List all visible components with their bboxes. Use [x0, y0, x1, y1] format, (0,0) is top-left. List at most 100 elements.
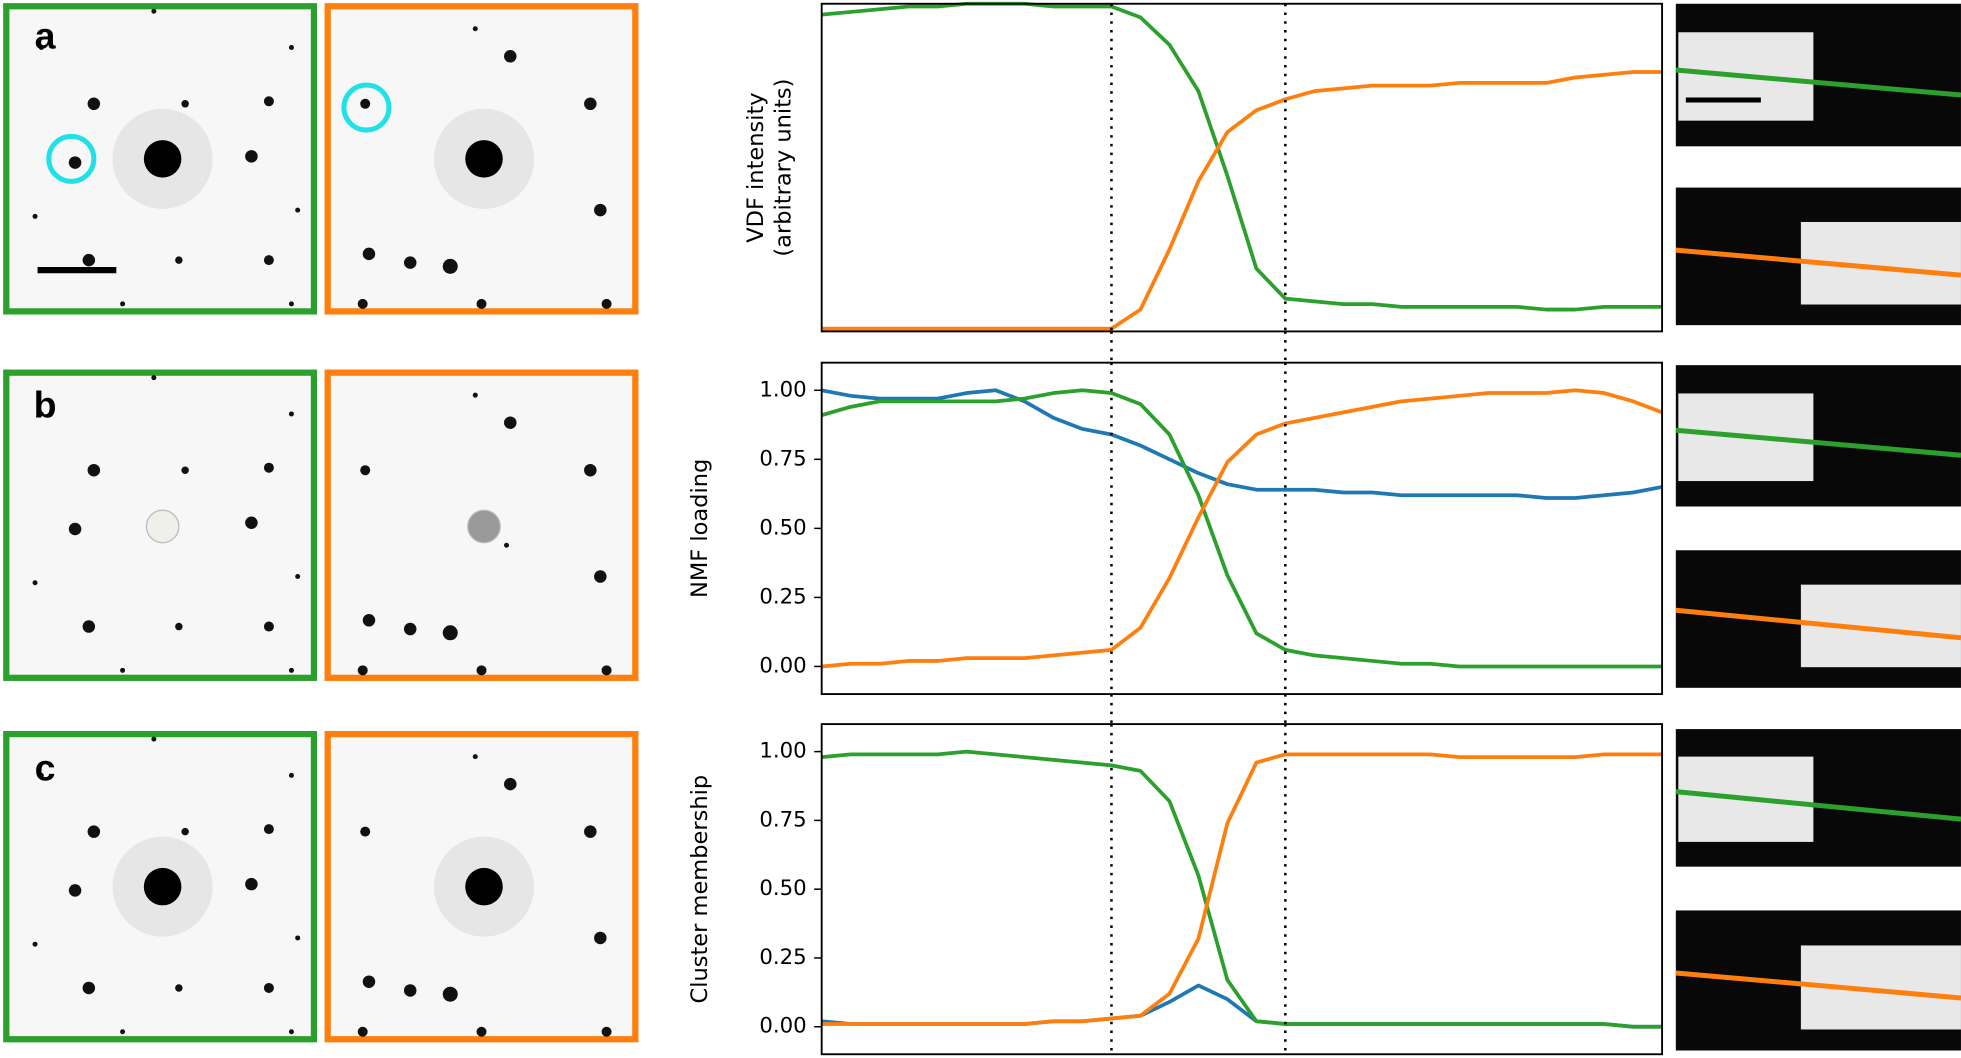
y-axis-label: NMF loading: [687, 459, 713, 598]
diffraction-spot: [263, 96, 274, 107]
y-axis-label: Cluster membership: [687, 775, 713, 1004]
diffraction-spot: [151, 375, 157, 381]
diffraction-spot: [288, 45, 294, 51]
y-tick-label: 1.00: [759, 739, 806, 764]
diffraction-spot: [403, 622, 417, 636]
vdf-aperture: [341, 82, 392, 133]
line-profile: [1675, 247, 1961, 278]
diffraction-spot: [38, 772, 44, 778]
panel-label: b: [34, 384, 57, 426]
plot-frame: [820, 361, 1664, 696]
diffraction-spot: [476, 665, 487, 676]
diffraction-spot: [87, 463, 101, 477]
diffraction-spot: [288, 667, 294, 673]
diffraction-spot: [403, 256, 417, 269]
diffraction-spot: [584, 825, 597, 838]
diffraction-spot: [288, 772, 294, 778]
diffraction-spot: [601, 665, 612, 676]
y-tick-label: 0.25: [759, 584, 806, 609]
y-axis-label: VDF intensity: [743, 92, 769, 242]
diffraction-spot: [32, 213, 38, 219]
diffraction-spot: [360, 465, 371, 476]
diffraction-spot: [584, 463, 597, 477]
diffraction-spot: [175, 984, 183, 992]
y-tick-label: 0.25: [759, 945, 806, 970]
diffraction-spot: [295, 935, 301, 941]
diffraction-spot: [82, 981, 96, 995]
data-line: [821, 752, 1663, 1026]
diffraction-spot: [472, 392, 478, 398]
y-tick-label: 0.75: [759, 446, 806, 471]
diffraction-spot: [360, 98, 371, 109]
diffraction-spot: [357, 1026, 368, 1037]
diffraction-spot: [601, 298, 612, 309]
diffraction-spot: [120, 1029, 126, 1035]
central-beam: [145, 509, 180, 544]
diffraction-spot: [245, 877, 258, 891]
diffraction-spot: [263, 621, 274, 632]
y-tick-label: 0.50: [759, 515, 806, 540]
diffraction-spot: [442, 625, 458, 641]
diffraction-spot: [68, 522, 82, 536]
diffraction-spot: [442, 258, 458, 274]
diffraction-spot: [584, 97, 597, 111]
diffraction-image: [324, 730, 639, 1043]
y-tick-label: 1.00: [759, 377, 806, 402]
diffraction-spot: [362, 247, 376, 261]
line-profile: [1675, 427, 1961, 458]
diffraction-spot: [360, 826, 371, 837]
diffraction-spot: [151, 8, 157, 14]
line-profile: [1675, 789, 1961, 822]
diffraction-spot: [32, 580, 38, 586]
central-beam: [143, 867, 182, 906]
diffraction-spot: [288, 411, 294, 417]
diffraction-spot: [87, 97, 101, 111]
diffraction-spot: [476, 298, 487, 309]
diffraction-spot: [295, 574, 301, 580]
diffraction-spot: [504, 416, 517, 429]
diffraction-spot: [357, 298, 368, 309]
diffraction-spot: [594, 931, 607, 945]
diffraction-spot: [120, 301, 126, 307]
data-line: [821, 70, 1663, 331]
plot-frame: [820, 723, 1664, 1056]
line-profile: [1675, 67, 1961, 98]
diffraction-spot: [403, 984, 417, 997]
diffraction-spot: [472, 754, 478, 760]
diffraction-spot: [295, 207, 301, 213]
diffraction-spot: [288, 1029, 294, 1035]
diffraction-spot: [175, 256, 183, 264]
diffraction-spot: [362, 975, 376, 988]
line-profile: [1675, 607, 1961, 641]
diffraction-spot: [245, 150, 258, 163]
diffraction-spot: [181, 466, 189, 474]
panel-label: c: [35, 746, 56, 788]
diffraction-spot: [38, 45, 44, 51]
diffraction-spot: [504, 542, 510, 548]
central-beam: [143, 140, 182, 178]
diffraction-spot: [263, 824, 274, 835]
diffraction-spot: [263, 462, 274, 473]
line-profile: [1675, 970, 1961, 1001]
central-beam: [465, 867, 503, 906]
data-line: [821, 749, 1663, 1029]
vdf-aperture: [46, 133, 97, 184]
data-line: [821, 388, 1663, 669]
diffraction-spot: [594, 570, 607, 583]
diffraction-spot: [175, 622, 183, 631]
diffraction-spot: [68, 884, 82, 897]
image-panels: [3, 3, 1961, 1051]
diffraction-spot: [504, 50, 517, 63]
diffraction-spot: [504, 777, 517, 791]
plot-frame: [820, 2, 1664, 333]
diffraction-spot: [68, 156, 82, 169]
central-beam: [467, 509, 501, 544]
data-line: [821, 388, 1663, 669]
diffraction-spot: [82, 620, 96, 633]
diffraction-spot: [120, 667, 126, 673]
central-beam: [465, 140, 503, 178]
y-axis-label: (arbitrary units): [771, 79, 797, 257]
diffraction-spot: [476, 1026, 487, 1037]
diffraction-spot: [263, 982, 274, 993]
